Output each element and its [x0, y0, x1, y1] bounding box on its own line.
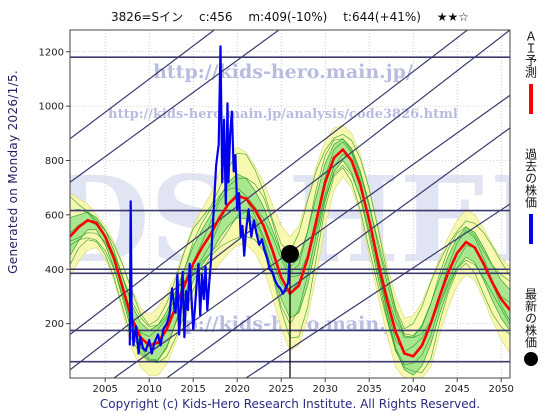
x-tick-label: 2050	[488, 384, 513, 395]
min-price: m:409(-10%)	[248, 10, 328, 24]
x-tick-label: 2010	[136, 384, 161, 395]
diagonal-trend-line	[70, 30, 510, 371]
x-tick-label: 2005	[92, 384, 117, 395]
legend-past-price: 過去の株価	[520, 148, 542, 244]
x-tick-label: 2040	[400, 384, 425, 395]
x-tick-label: 2045	[444, 384, 469, 395]
y-tick-label: 200	[45, 319, 64, 330]
legend-latest-price-label: 最新の株価	[523, 288, 538, 348]
diagonal-trend-line	[70, 30, 280, 183]
legend-latest-price-dot	[524, 352, 538, 366]
y-tick-label: 800	[45, 156, 64, 167]
plot-frame	[69, 29, 511, 379]
diagonal-trend-line	[70, 30, 216, 140]
x-tick-label: 2015	[180, 384, 205, 395]
x-tick-label: 2030	[312, 384, 337, 395]
chart-header: 3826=Sイン c:456 m:409(-10%) t:644(+41%) ★…	[70, 8, 510, 25]
target-price: t:644(+41%)	[343, 10, 421, 24]
x-tick-label: 2025	[268, 384, 293, 395]
legend-past-price-swatch	[529, 214, 533, 244]
legend-ai-forecast: ＡＩ予測	[520, 30, 542, 114]
current-price: c:456	[198, 10, 233, 24]
x-tick-label: 2020	[224, 384, 249, 395]
watermark-url-main: http://kids-hero.main.jp/	[153, 61, 413, 83]
past-price-line	[128, 45, 292, 355]
y-tick-label: 600	[45, 210, 64, 221]
x-tick-label: 2035	[356, 384, 381, 395]
legend-latest-price: 最新の株価	[520, 288, 542, 366]
legend-past-price-label: 過去の株価	[523, 148, 538, 208]
copyright-footer: Copyright (c) Kids-Hero Research Institu…	[99, 397, 481, 411]
y-tick-label: 1000	[39, 102, 64, 113]
y-tick-label: 400	[45, 265, 64, 276]
watermark-url-analysis: http://kids-hero.main.jp/analysis/code38…	[108, 107, 458, 122]
legend-ai-forecast-swatch	[529, 84, 533, 114]
legend-ai-forecast-label: ＡＩ予測	[523, 30, 538, 78]
stock-code-name: 3826=Sイン	[110, 10, 184, 24]
plot-area: KIDS-HEROhttp://kids-hero.main.jp/http:/…	[70, 30, 510, 378]
diagonal-trend-line	[166, 127, 510, 378]
y-tick-label: 1200	[39, 47, 64, 58]
rating-stars: ★★☆	[436, 10, 470, 24]
current-price-marker	[281, 245, 299, 264]
diagonal-trend-line	[70, 30, 469, 335]
